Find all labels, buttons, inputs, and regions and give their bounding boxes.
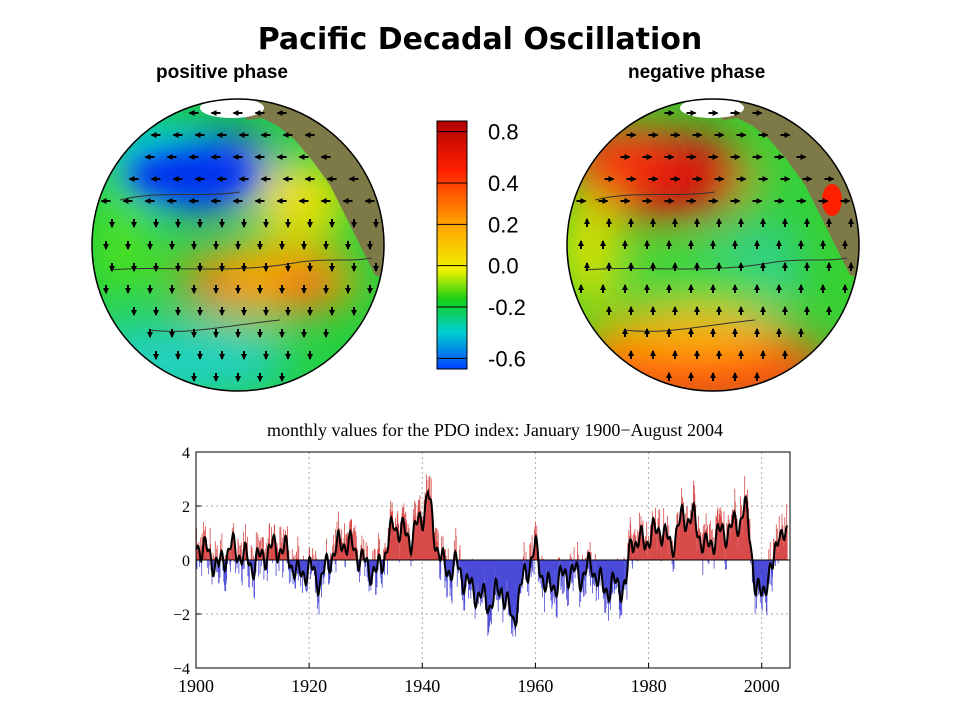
colorbar-tick-label: 0.2: [488, 212, 519, 237]
x-tick-label: 2000: [744, 676, 780, 696]
colorbar-tick-label: -0.6: [488, 346, 526, 371]
timeseries-title: monthly values for the PDO index: Januar…: [266, 420, 724, 440]
colorbar: 0.8 0.4 0.2 0.0 -0.2 -0.6: [436, 120, 526, 371]
colorbar-tick-label: -0.2: [488, 295, 526, 320]
x-tick-label: 1940: [404, 676, 440, 696]
page-title: Pacific Decadal Oscillation: [257, 22, 703, 57]
colorbar-tick-label: 0.4: [488, 171, 519, 196]
colorbar-tick-label: 0.0: [488, 254, 519, 279]
y-tick-label: −2: [173, 607, 190, 624]
y-tick-label: −4: [173, 661, 190, 678]
negative-phase-label: negative phase: [628, 62, 766, 83]
colorbar-ticks: 0.8 0.4 0.2 0.0 -0.2 -0.6: [437, 120, 526, 371]
pdo-smoothed-line: [195, 488, 789, 629]
negative-wind-arrows: [576, 110, 854, 381]
x-tick-label: 1900: [178, 676, 214, 696]
negative-area: [196, 560, 788, 626]
x-tick-label: 1960: [517, 676, 553, 696]
positive-wind-arrows: [100, 110, 379, 382]
positive-phase-label: positive phase: [156, 62, 288, 83]
x-tick-label: 1920: [291, 676, 327, 696]
smoothed-pdo-line: [195, 488, 789, 629]
y-tick-label: 2: [182, 499, 190, 516]
chart-axes: 1900 1920 1940 1960 1980 2000 4 2 0 −2 −4: [173, 445, 780, 696]
globe-maps: [91, 98, 860, 392]
x-tick-label: 1980: [631, 676, 667, 696]
colorbar-tick-label: 0.8: [488, 120, 519, 145]
y-tick-label: 4: [182, 445, 190, 462]
y-tick-label: 0: [182, 553, 190, 570]
colorbar-gradient: [436, 120, 468, 370]
